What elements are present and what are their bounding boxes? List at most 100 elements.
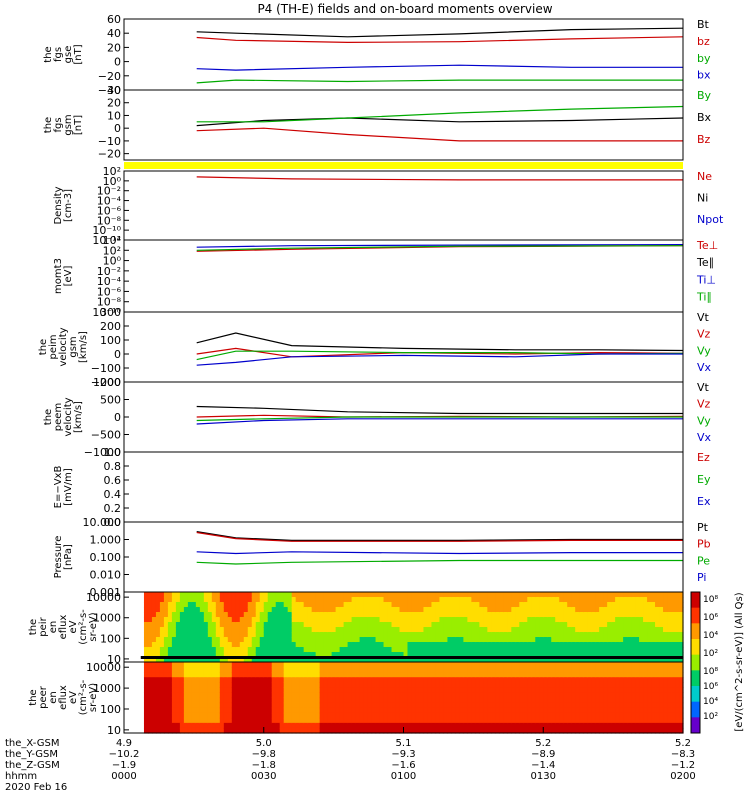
heat-cell — [327, 612, 333, 618]
heat-cell — [347, 677, 353, 683]
heat-cell — [463, 672, 468, 678]
heat-cell — [607, 677, 612, 683]
heat-cell — [363, 612, 369, 618]
y-axis-label: gse — [63, 46, 74, 64]
x-tick-label: 5.2 — [535, 738, 551, 749]
heat-cell — [463, 667, 468, 673]
heat-cell — [671, 657, 676, 663]
heat-cell — [347, 722, 353, 729]
heat-cell — [551, 592, 556, 598]
heat-cell — [203, 687, 209, 694]
legend-entry-Ne: Ne — [697, 170, 712, 183]
heat-cell — [223, 727, 229, 734]
heat-cell — [543, 692, 548, 699]
heat-cell — [679, 702, 684, 709]
heat-cell — [219, 637, 225, 643]
heat-cell — [499, 642, 504, 648]
heat-cell — [583, 592, 588, 598]
heat-cell — [667, 652, 672, 658]
heat-cell — [623, 647, 628, 653]
heat-cell — [615, 607, 620, 613]
heat-cell — [427, 647, 433, 653]
heat-cell — [191, 632, 197, 638]
heat-cell — [371, 637, 377, 643]
heat-cell — [359, 657, 365, 663]
heat-cell — [599, 652, 604, 658]
heat-cell — [259, 632, 265, 638]
heat-cell — [443, 712, 449, 719]
heat-cell — [531, 607, 536, 613]
heat-cell — [471, 632, 476, 638]
heat-cell — [363, 692, 369, 699]
y-tick-label: 10⁻² — [97, 265, 121, 278]
heat-cell — [579, 637, 584, 643]
heat-cell — [467, 612, 472, 618]
heat-cell — [587, 637, 592, 643]
heat-cell — [439, 592, 445, 598]
heat-cell — [479, 667, 484, 673]
heat-cell — [199, 617, 205, 623]
heat-cell — [491, 682, 496, 688]
heat-cell — [271, 597, 277, 603]
heat-cell — [539, 627, 544, 633]
heat-cell — [443, 657, 449, 663]
heat-cell — [215, 592, 221, 598]
heat-cell — [435, 627, 441, 633]
heat-cell — [667, 602, 672, 608]
heat-cell — [447, 707, 453, 714]
heat-cell — [535, 692, 540, 699]
heat-cell — [427, 662, 433, 668]
heat-cell — [155, 597, 161, 603]
heat-cell — [211, 602, 217, 608]
heat-cell — [287, 617, 293, 623]
heat-cell — [227, 662, 233, 668]
heat-cell — [275, 662, 281, 668]
heat-cell — [535, 607, 540, 613]
heat-cell — [355, 592, 361, 598]
heat-cell — [243, 642, 249, 648]
heat-cell — [147, 602, 153, 608]
heat-cell — [467, 627, 472, 633]
heat-cell — [303, 697, 309, 704]
heat-cell — [383, 687, 389, 694]
heat-cell — [587, 687, 592, 694]
heat-cell — [299, 647, 305, 653]
y-axis-label: [cm-3] — [63, 189, 74, 222]
heat-cell — [647, 602, 652, 608]
heat-cell — [631, 647, 636, 653]
heat-cell — [179, 687, 185, 694]
heat-cell — [267, 607, 273, 613]
heat-cell — [335, 612, 341, 618]
heat-cell — [279, 612, 285, 618]
heat-cell — [479, 612, 484, 618]
heat-cell — [143, 657, 149, 663]
heat-cell — [183, 597, 189, 603]
heat-cell — [459, 682, 464, 688]
heat-cell — [315, 672, 321, 678]
heat-cell — [519, 622, 524, 628]
series-line-Vx — [196, 353, 683, 366]
heat-cell — [247, 702, 253, 709]
heat-cell — [675, 667, 680, 673]
heat-cell — [435, 687, 441, 694]
heat-cell — [191, 652, 197, 658]
heat-cell — [203, 627, 209, 633]
heat-cell — [679, 727, 684, 734]
y-tick-label: 10⁻⁶ — [97, 204, 122, 217]
heat-cell — [551, 602, 556, 608]
heat-cell — [511, 722, 516, 729]
heat-cell — [267, 682, 273, 688]
heat-cell — [655, 637, 660, 643]
heat-cell — [531, 647, 536, 653]
heat-cell — [607, 702, 612, 709]
heat-cell — [547, 692, 552, 699]
heat-cell — [223, 692, 229, 699]
heat-cell — [555, 712, 560, 719]
heat-cell — [359, 662, 365, 668]
heat-cell — [383, 707, 389, 714]
heat-cell — [567, 642, 572, 648]
heat-cell — [579, 712, 584, 719]
heat-cell — [579, 692, 584, 699]
heat-cell — [191, 712, 197, 719]
